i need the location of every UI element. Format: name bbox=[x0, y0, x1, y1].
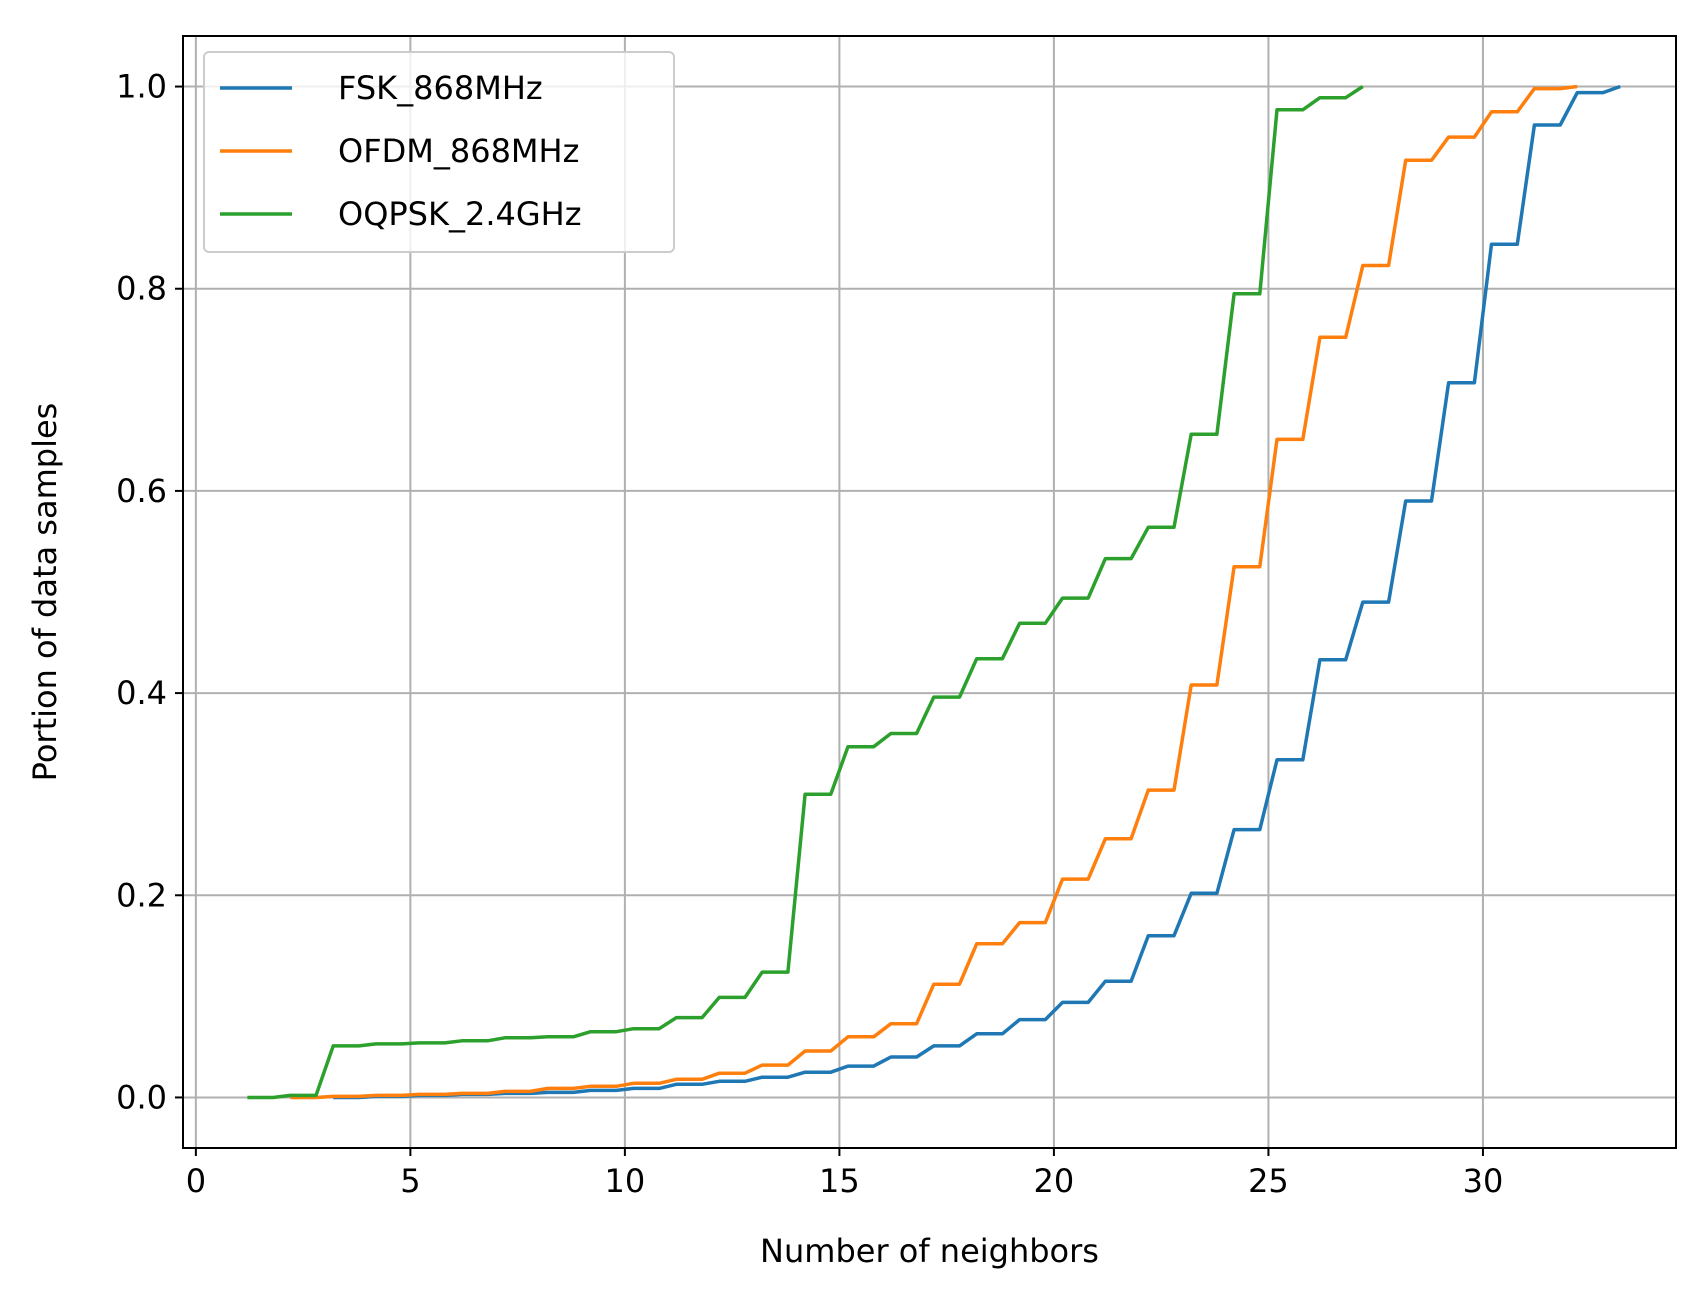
axes-frame bbox=[182, 35, 1677, 1149]
y-tick-label: 0.8 bbox=[116, 270, 167, 308]
x-tick-label: 0 bbox=[186, 1162, 206, 1200]
legend-label: OQPSK_2.4GHz bbox=[338, 195, 582, 233]
x-axis-ticks: 0 5 10 15 20 25 30 bbox=[186, 1148, 1504, 1200]
series-lines bbox=[247, 84, 1621, 1100]
y-axis-label: Portion of data samples bbox=[26, 403, 64, 782]
x-tick-label: 30 bbox=[1463, 1162, 1504, 1200]
y-tick-label: 0.0 bbox=[116, 1078, 167, 1116]
y-tick-label: 0.6 bbox=[116, 472, 167, 510]
y-tick-label: 0.2 bbox=[116, 876, 167, 914]
x-tick-label: 20 bbox=[1034, 1162, 1075, 1200]
series-line-fsk-868mhz bbox=[333, 84, 1621, 1100]
legend-box bbox=[203, 51, 675, 253]
y-axis-ticks: 0.0 0.2 0.4 0.6 0.8 1.0 bbox=[116, 68, 183, 1116]
legend-label: FSK_868MHz bbox=[338, 69, 543, 107]
x-tick-label: 5 bbox=[400, 1162, 420, 1200]
series-line-oqpsk-2-4ghz bbox=[247, 85, 1364, 1100]
legend: FSK_868MHz OFDM_868MHz OQPSK_2.4GHz bbox=[203, 51, 675, 253]
x-tick-label: 25 bbox=[1248, 1162, 1289, 1200]
series-line-ofdm-868mhz bbox=[290, 84, 1578, 1100]
x-axis-label: Number of neighbors bbox=[760, 1232, 1099, 1270]
legend-label: OFDM_868MHz bbox=[338, 132, 579, 170]
x-tick-label: 10 bbox=[605, 1162, 646, 1200]
y-tick-label: 1.0 bbox=[116, 68, 167, 106]
y-tick-label: 0.4 bbox=[116, 674, 167, 712]
x-tick-label: 15 bbox=[819, 1162, 860, 1200]
